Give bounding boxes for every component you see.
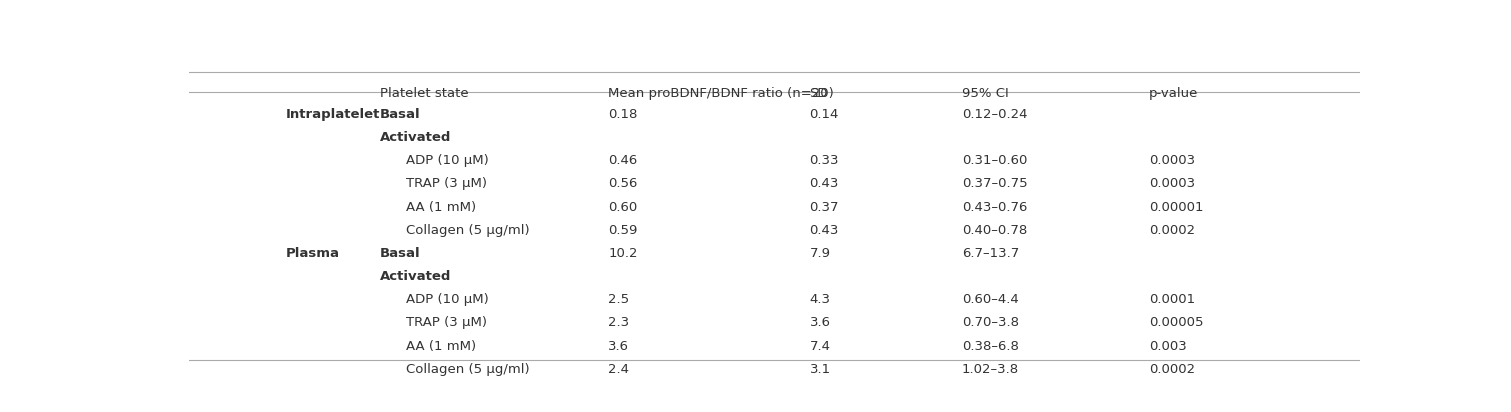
Text: Activated: Activated (379, 131, 452, 144)
Text: 6.7–13.7: 6.7–13.7 (963, 247, 1018, 260)
Text: 0.37–0.75: 0.37–0.75 (963, 178, 1027, 190)
Text: TRAP (3 μM): TRAP (3 μM) (405, 178, 487, 190)
Text: Mean proBDNF/BDNF ratio (n=20): Mean proBDNF/BDNF ratio (n=20) (607, 87, 834, 100)
Text: 0.33: 0.33 (810, 154, 839, 167)
Text: Collagen (5 μg/ml): Collagen (5 μg/ml) (405, 224, 529, 237)
Text: Collagen (5 μg/ml): Collagen (5 μg/ml) (405, 363, 529, 376)
Text: 0.40–0.78: 0.40–0.78 (963, 224, 1027, 237)
Text: 0.0001: 0.0001 (1148, 293, 1195, 306)
Text: 0.00005: 0.00005 (1148, 316, 1204, 330)
Text: 0.0003: 0.0003 (1148, 178, 1195, 190)
Text: ADP (10 μM): ADP (10 μM) (405, 154, 488, 167)
Text: AA (1 mM): AA (1 mM) (405, 339, 476, 353)
Text: 3.6: 3.6 (607, 339, 629, 353)
Text: Activated: Activated (379, 270, 452, 283)
Text: 0.18: 0.18 (607, 108, 638, 121)
Text: 4.3: 4.3 (810, 293, 831, 306)
Text: 0.43: 0.43 (810, 178, 839, 190)
Text: 2.4: 2.4 (607, 363, 629, 376)
Text: 95% CI: 95% CI (963, 87, 1008, 100)
Text: 10.2: 10.2 (607, 247, 638, 260)
Text: Platelet state: Platelet state (379, 87, 468, 100)
Text: 7.9: 7.9 (810, 247, 831, 260)
Text: 0.60–4.4: 0.60–4.4 (963, 293, 1018, 306)
Text: 0.37: 0.37 (810, 201, 839, 213)
Text: 0.43: 0.43 (810, 224, 839, 237)
Text: 1.02–3.8: 1.02–3.8 (963, 363, 1018, 376)
Text: Basal: Basal (379, 108, 420, 121)
Text: 0.56: 0.56 (607, 178, 638, 190)
Text: 0.60: 0.60 (607, 201, 638, 213)
Text: TRAP (3 μM): TRAP (3 μM) (405, 316, 487, 330)
Text: 0.70–3.8: 0.70–3.8 (963, 316, 1018, 330)
Text: 0.31–0.60: 0.31–0.60 (963, 154, 1027, 167)
Text: 0.003: 0.003 (1148, 339, 1186, 353)
Text: 0.12–0.24: 0.12–0.24 (963, 108, 1027, 121)
Text: Intraplatelet: Intraplatelet (286, 108, 381, 121)
Text: 0.0002: 0.0002 (1148, 224, 1195, 237)
Text: 0.59: 0.59 (607, 224, 638, 237)
Text: AA (1 mM): AA (1 mM) (405, 201, 476, 213)
Text: SD: SD (810, 87, 828, 100)
Text: p-value: p-value (1148, 87, 1198, 100)
Text: 0.43–0.76: 0.43–0.76 (963, 201, 1027, 213)
Text: 7.4: 7.4 (810, 339, 831, 353)
Text: 3.6: 3.6 (810, 316, 831, 330)
Text: 0.46: 0.46 (607, 154, 638, 167)
Text: 0.00001: 0.00001 (1148, 201, 1204, 213)
Text: 3.1: 3.1 (810, 363, 831, 376)
Text: ADP (10 μM): ADP (10 μM) (405, 293, 488, 306)
Text: 0.0003: 0.0003 (1148, 154, 1195, 167)
Text: Plasma: Plasma (286, 247, 340, 260)
Text: 2.3: 2.3 (607, 316, 629, 330)
Text: 0.0002: 0.0002 (1148, 363, 1195, 376)
Text: 2.5: 2.5 (607, 293, 629, 306)
Text: 0.14: 0.14 (810, 108, 839, 121)
Text: 0.38–6.8: 0.38–6.8 (963, 339, 1018, 353)
Text: Basal: Basal (379, 247, 420, 260)
